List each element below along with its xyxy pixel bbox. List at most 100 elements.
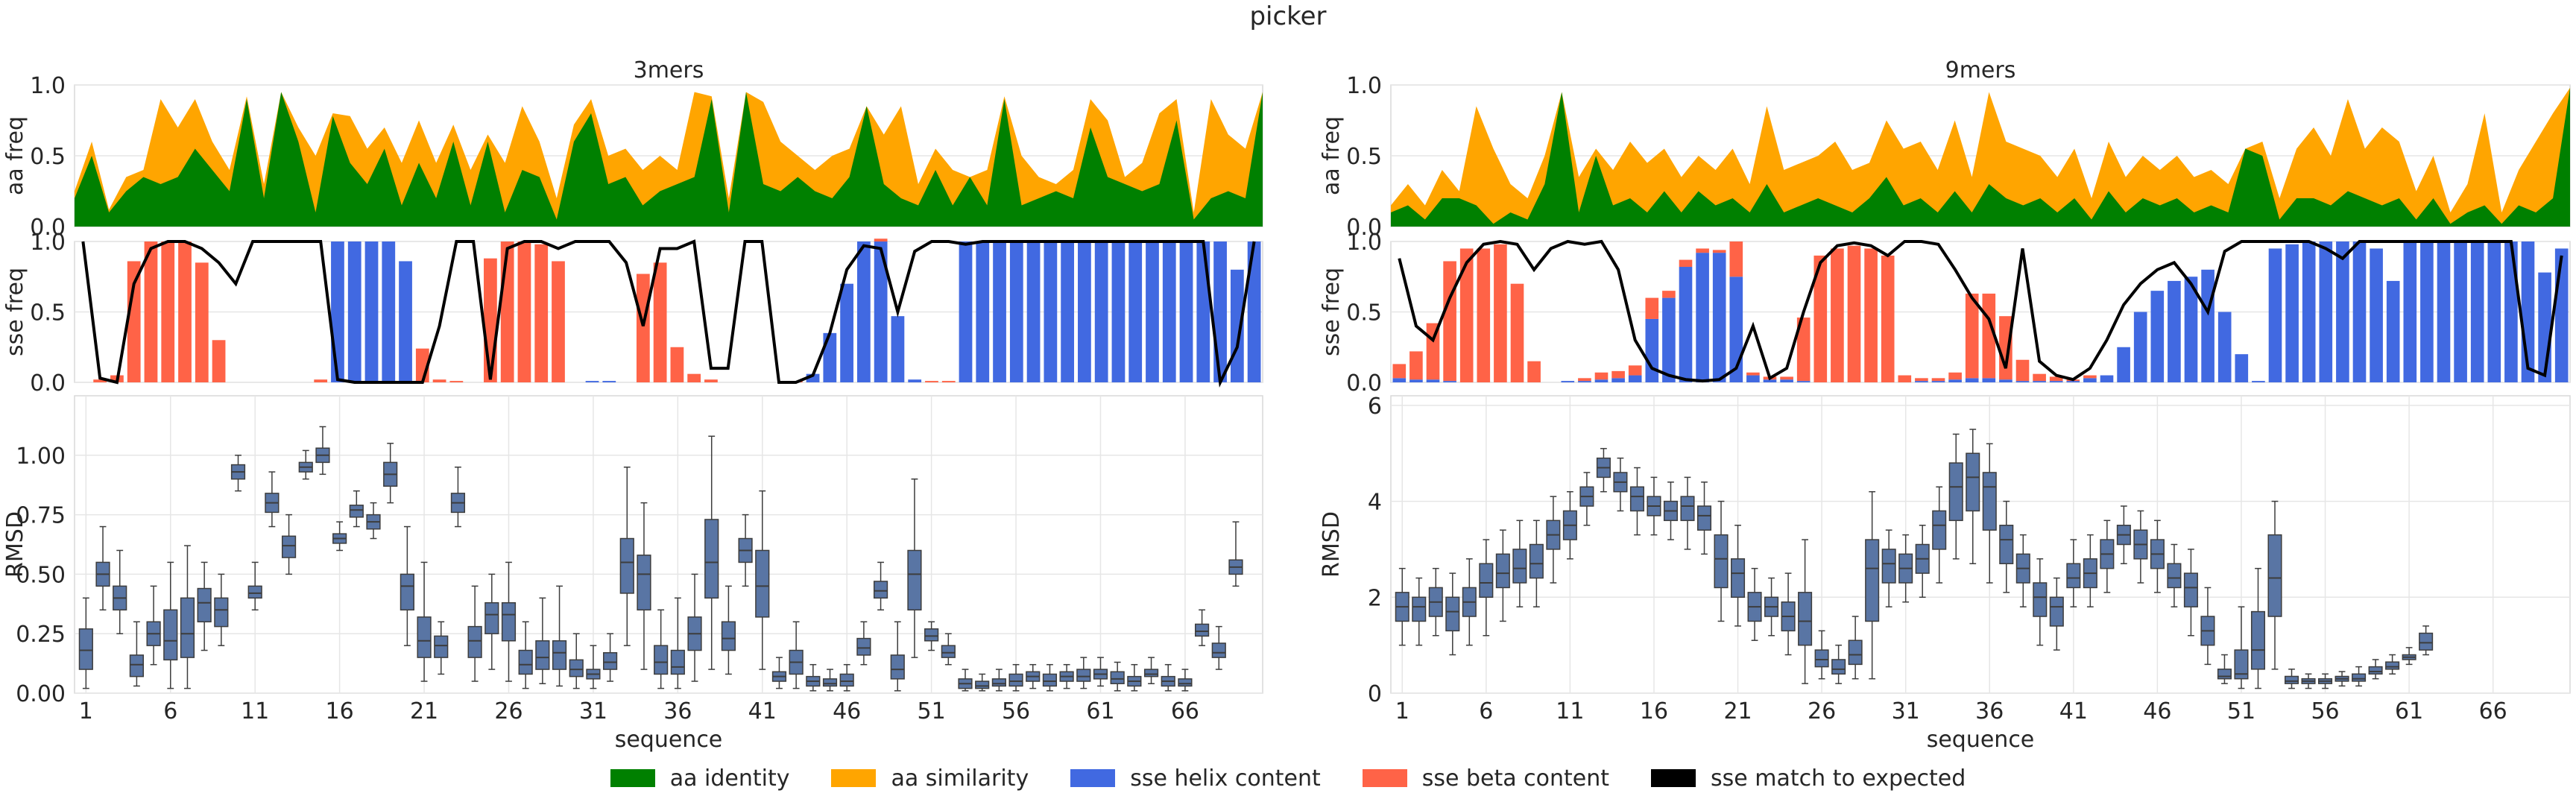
col2-bar-bar-helix <box>2217 312 2232 382</box>
col2-box-xtick-label: 31 <box>1892 698 1920 724</box>
col2-box-box <box>1529 543 1544 579</box>
col2-bar-bar-beta <box>1931 378 1945 382</box>
col2-bar-bar-beta <box>1813 255 1828 382</box>
col2-box-ytick-label: 4 <box>1368 490 1382 516</box>
col1-bar-ytick-label: 0.5 <box>30 300 66 326</box>
col1-bar-bar-beta <box>552 261 565 382</box>
col2-box-box <box>1696 505 1712 531</box>
col1-bar-bar-helix <box>891 316 905 382</box>
col2-box-box <box>1680 496 1695 522</box>
col1-box-xtick-label: 61 <box>1086 698 1114 724</box>
col1-box-box <box>467 625 482 658</box>
col1-box-box <box>501 601 517 642</box>
col2-bar-bar-helix <box>2454 241 2467 382</box>
col2-bar-bar-beta <box>1965 293 1979 379</box>
col2-bar-bar-helix <box>2386 280 2400 382</box>
col2-box-xtick-label: 1 <box>1395 698 1409 724</box>
col2-bar-bar-beta <box>2083 375 2097 379</box>
col1-box-box <box>400 573 414 611</box>
col2-bar-bar-beta <box>1494 244 1507 382</box>
col2-bar-bar-helix <box>2352 241 2367 382</box>
col2-bar-bar-helix <box>1679 267 1693 382</box>
col1-box-box <box>1076 669 1091 682</box>
col2-bar-bar-beta <box>1948 372 1962 380</box>
col2-bar-bar-beta <box>1881 255 1895 382</box>
col1-bar-bar-helix <box>1044 241 1058 382</box>
col2-box-xtick-label: 41 <box>2059 698 2088 724</box>
legend: aa identity aa similarity sse helix cont… <box>0 762 2576 795</box>
col1-bar-ytick-label: 0.0 <box>30 370 66 397</box>
col2-box-box <box>1629 486 1644 512</box>
col2-box-xtick-label: 36 <box>1975 698 2004 724</box>
col2-area-ytick-label: 0.0 <box>1346 215 1382 241</box>
col1-area-ytick-label: 1.0 <box>30 73 66 99</box>
col2-bar-bar-helix <box>1999 379 2012 382</box>
col2-area-series-identity <box>1391 87 2570 227</box>
col1-bar-bar-beta <box>212 340 226 382</box>
col2-bar-bar-helix <box>1426 379 1440 382</box>
col1-bar-bar-helix <box>1247 241 1261 382</box>
col1-bar-bar-helix <box>976 241 990 382</box>
col1-bar-bar-beta <box>500 241 514 382</box>
col1-box-box <box>129 654 144 678</box>
col1-box-ytick-label: 0.75 <box>16 503 66 529</box>
col1-box-xtick-label: 31 <box>579 698 607 724</box>
legend-swatch-sse-helix <box>1070 769 1116 787</box>
col2-box-box <box>2217 669 2232 680</box>
col2-area-panel: 0.0 0.5 1.0aa freq 9mers <box>1319 57 2571 241</box>
col1-bar-bar-beta <box>517 241 531 382</box>
col2-bar-bar-beta <box>1712 250 1726 253</box>
col2-bar-ytick-label: 0.5 <box>1346 300 1382 326</box>
col2-bar-bar-beta <box>1915 378 1928 382</box>
col2-box-box <box>1948 462 1963 522</box>
col1-bar-bar-beta <box>314 379 328 382</box>
col2-bar-line-match <box>1398 239 2563 383</box>
col2-box-xtick-label: 56 <box>2311 698 2339 724</box>
col2-box-box <box>1881 549 1896 584</box>
legend-label-sse-helix: sse helix content <box>1130 765 1321 792</box>
col2-box-box <box>2284 675 2299 684</box>
col2-bar-bar-helix <box>2184 277 2198 382</box>
col2-bar-bar-beta <box>1662 291 1676 298</box>
col1-box-box <box>1110 671 1125 684</box>
col2-bar-bar-helix <box>2201 269 2214 382</box>
col2-bar-bar-helix <box>1611 378 1625 382</box>
col2-bar-bar-beta <box>1645 297 1659 319</box>
col2-bar-bar-helix <box>2083 378 2097 382</box>
col2-bar-bar-beta <box>1409 351 1423 380</box>
col1-box-box <box>569 659 584 678</box>
col1-box-xtick-label: 21 <box>410 698 438 724</box>
col1-bar-bar-beta <box>925 381 938 382</box>
col2-bar-bar-helix <box>2437 241 2451 382</box>
col2-area-ytick-label: 0.5 <box>1346 144 1382 170</box>
col1-box-ytick-label: 0.00 <box>16 681 66 707</box>
col1-area-series-identity <box>75 92 1263 227</box>
legend-label-sse-beta: sse beta content <box>1421 765 1610 792</box>
col2-bar-bar-beta <box>1679 259 1693 268</box>
col1-bar-bar-helix <box>1061 241 1075 382</box>
col1-bar-line-match <box>81 239 1256 388</box>
col2-box-xtick-label: 21 <box>1723 698 1752 724</box>
col2-area-column-title: 9mers <box>1945 57 2016 83</box>
legend-item-aa-identity: aa identity <box>610 765 790 792</box>
col2-box-box <box>2250 610 2266 670</box>
col1-box-panel: 0.000.250.500.751.001 6 11 16 21 26 31 36 41 46 51… <box>2 395 1263 753</box>
col2-bar-bar-helix <box>1763 379 1777 382</box>
col2-bar-bar-helix <box>2487 241 2501 382</box>
col2-bar-bar-helix <box>2252 381 2265 382</box>
col2-bar-bar-helix <box>1392 378 1407 382</box>
col1-area-ytick-label: 0.5 <box>30 144 66 170</box>
col2-bar-bar-helix <box>2049 381 2063 382</box>
col1-box-box <box>603 651 618 670</box>
col2-bar-bar-helix <box>1561 381 1575 382</box>
col1-area-panel: 0.0 0.5 1.0aa freq 3mers <box>2 57 1263 241</box>
col2-bar-bar-helix <box>1696 253 1709 382</box>
col2-box-box <box>1714 534 1729 589</box>
col1-bar-bar-beta <box>144 241 158 382</box>
legend-label-sse-match: sse match to expected <box>1711 765 1966 792</box>
col1-box-box <box>721 621 736 651</box>
legend-label-aa-identity: aa identity <box>669 765 790 792</box>
col2-bar-bar-helix <box>2168 280 2181 382</box>
